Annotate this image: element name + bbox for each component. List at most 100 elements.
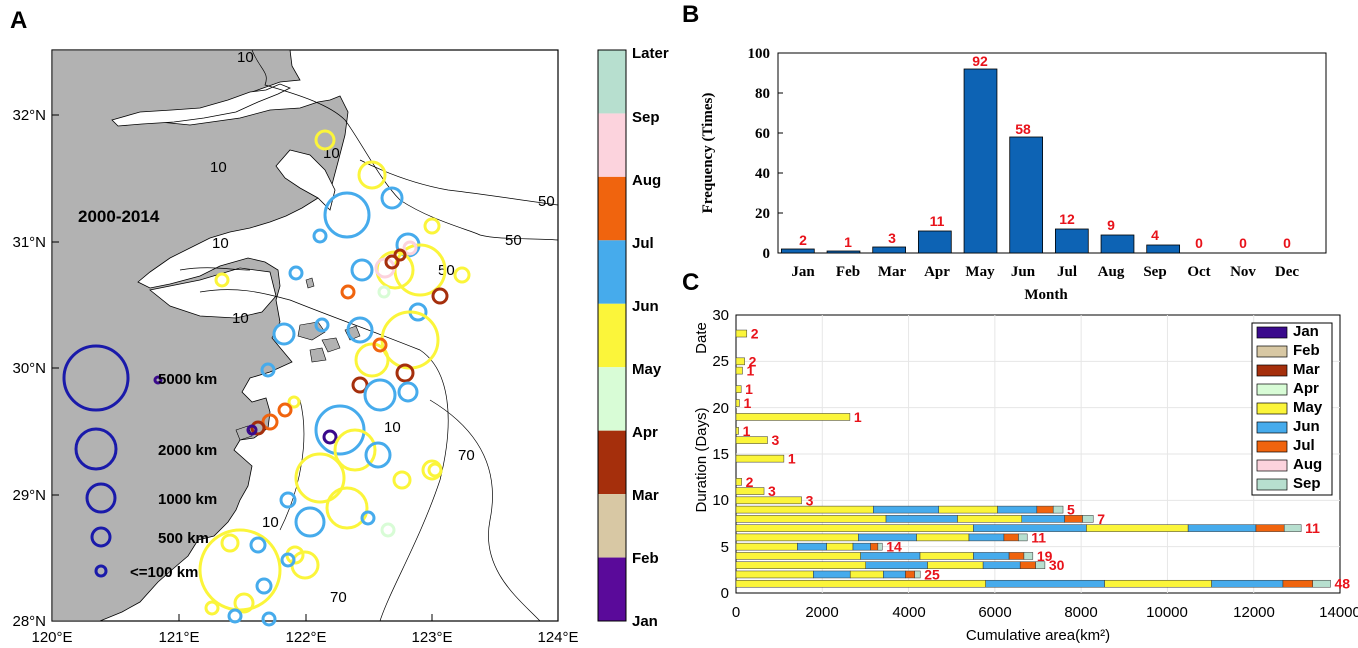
bloom-circle: [214, 272, 230, 288]
bloom-circle: [364, 441, 392, 469]
colorbar-segment: [598, 240, 626, 304]
c-bar-segment: [985, 579, 1105, 588]
contour-label: 70: [458, 447, 475, 464]
c-bar-segment: [735, 427, 739, 435]
bloom-circle: [380, 186, 404, 210]
c-count-label: 2: [749, 353, 757, 369]
c-legend-label: Sep: [1293, 475, 1321, 492]
bloom-circle: [340, 284, 356, 300]
c-count-label: 1: [745, 381, 753, 397]
colorbar-label: Later: [632, 45, 669, 62]
c-bar-segment: [852, 542, 871, 551]
bloom-circle: [325, 486, 369, 530]
c-bar-segment: [1008, 552, 1025, 560]
bloom-circle: [392, 470, 412, 490]
c-legend-swatch: [1256, 459, 1288, 472]
c-legend-swatches: [1256, 326, 1288, 491]
c-legend-swatch: [1256, 364, 1288, 377]
c-bar-segment: [735, 533, 859, 542]
lat-tick: 30°N: [12, 360, 46, 377]
bloom-circle: [220, 533, 240, 553]
c-ylabel-date: Date: [693, 322, 710, 354]
map-panel: 10 10 10 10 10 10 50 50 50 70 70 10 2000…: [12, 49, 578, 646]
map-contour-labels: 10 10 10 10 10 10 50 50 50 70 70 10: [210, 49, 555, 606]
b-value-label: 12: [1059, 211, 1075, 227]
b-value-label: 4: [1151, 227, 1159, 243]
b-xtick: Sep: [1143, 264, 1166, 280]
size-legend-label: <=100 km: [130, 564, 198, 581]
c-bar-segment: [1036, 505, 1054, 514]
size-legend-label: 500 km: [158, 530, 209, 547]
b-xtick: Feb: [836, 264, 860, 280]
bloom-circle: [272, 322, 296, 346]
c-bar-segment: [1312, 579, 1331, 588]
b-yticks: 0 20 40 60 80 100: [748, 46, 771, 262]
colorbar-segment: [598, 430, 626, 495]
c-count-label: 2: [751, 326, 759, 342]
c-legend-swatch: [1256, 478, 1288, 491]
b-xtick: Aug: [1098, 264, 1125, 280]
c-bar-segment: [735, 454, 785, 463]
b-value-label: 0: [1239, 235, 1247, 251]
bloom-circle: [453, 266, 471, 284]
b-value-label: 3: [888, 230, 896, 246]
c-bar-segment: [735, 399, 740, 407]
c-bar-segment: [877, 542, 883, 551]
b-xlabel: Month: [1024, 287, 1068, 303]
c-ytick: 20: [712, 400, 729, 417]
c-count-label: 14: [886, 539, 902, 555]
colorbar-segment: [598, 367, 626, 431]
c-count-label: 1: [854, 409, 862, 425]
c-xtick: 10000: [1146, 604, 1188, 621]
bloom-circle: [393, 248, 407, 262]
bloom-circle: [323, 191, 371, 239]
c-bar-segment: [849, 570, 884, 579]
lat-tick: 31°N: [12, 234, 46, 251]
b-xtick: Mar: [878, 264, 907, 280]
contour-label: 10: [212, 235, 229, 252]
b-bar: [1054, 228, 1089, 254]
bloom-circle: [249, 536, 267, 554]
bloom-circle: [360, 510, 376, 526]
c-bar-segment: [1283, 524, 1302, 532]
bloom-circle: [250, 420, 266, 436]
bloom-circle: [279, 491, 297, 509]
bloom-circle: [333, 428, 377, 472]
colorbar-label: Apr: [632, 424, 658, 441]
c-bar-segment: [982, 561, 1021, 569]
b-xtick: May: [965, 264, 995, 280]
bloom-circle: [357, 160, 387, 190]
b-bar: [1100, 234, 1135, 254]
c-xticks: 0 2000 4000 6000 8000 10000 12000 14000: [732, 604, 1358, 621]
map-isobaths: [179, 49, 559, 622]
c-bar-segment: [1021, 515, 1065, 523]
bloom-circle: [204, 600, 220, 616]
c-legend-swatch: [1256, 345, 1288, 358]
c-bar-segment: [1003, 533, 1019, 542]
c-count-label: 11: [1305, 520, 1320, 536]
size-legend-500: [90, 526, 112, 548]
c-ytick: 0: [721, 585, 729, 602]
b-xtick: Nov: [1230, 264, 1256, 280]
c-legend-swatch: [1256, 402, 1288, 415]
c-count-label: 5: [1067, 502, 1075, 518]
size-legend-labels: 5000 km 2000 km 1000 km 500 km <=100 km: [130, 371, 217, 581]
bloom-circle: [277, 402, 293, 418]
c-legend-label: Aug: [1293, 456, 1322, 473]
c-bar-segment: [905, 570, 915, 579]
c-legend-swatch: [1256, 440, 1288, 453]
c-count-label: 2: [746, 474, 754, 490]
c-bar-segment: [1019, 561, 1036, 569]
c-bar-segment: [865, 561, 928, 569]
colorbar-label: Jan: [632, 613, 658, 630]
bloom-circle: [312, 228, 328, 244]
panel-a-label: A: [10, 7, 27, 34]
c-bar-segment: [916, 533, 970, 542]
c-xtick: 14000: [1319, 604, 1358, 621]
bloom-circle: [427, 462, 443, 478]
c-ytick: 5: [721, 539, 729, 556]
b-value-label: 9: [1107, 217, 1115, 233]
size-legend-5000: [62, 344, 130, 412]
c-xtick: 12000: [1233, 604, 1275, 621]
